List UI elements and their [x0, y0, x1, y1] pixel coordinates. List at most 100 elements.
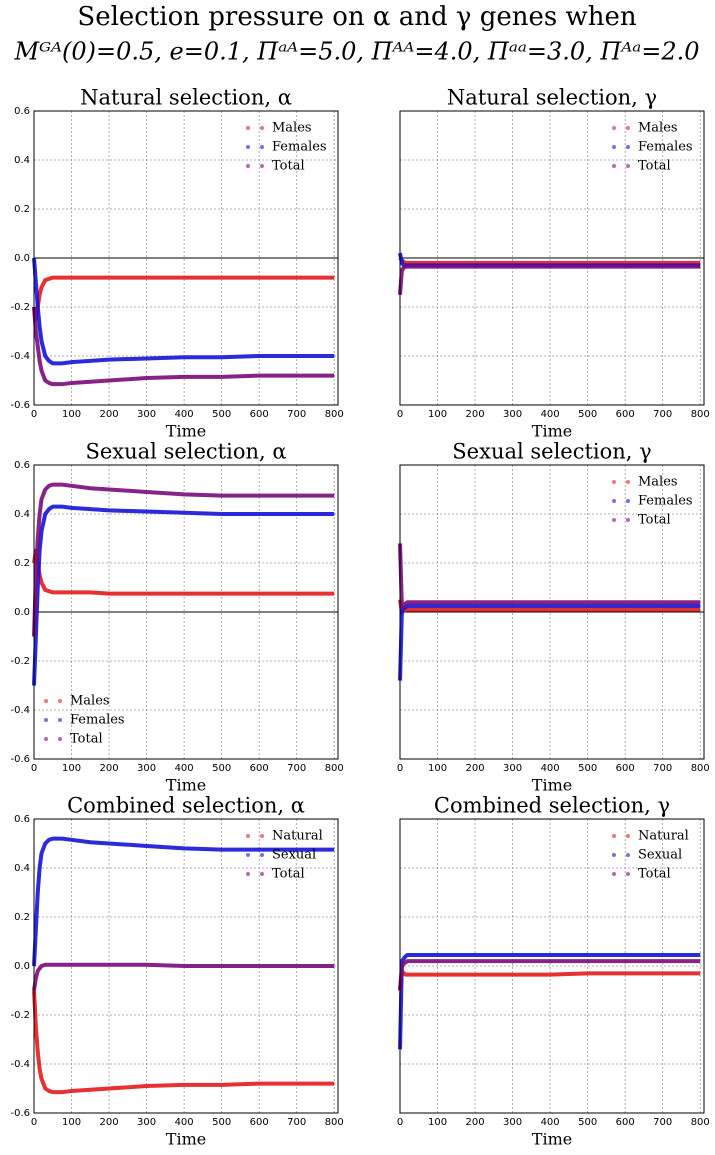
y-tick-label: 0.6 [14, 460, 30, 471]
y-tick-label: -0.2 [10, 1010, 30, 1021]
subplot-title: Sexual selection, γ [452, 440, 651, 464]
legend-marker [626, 145, 630, 149]
y-tick-label: 0.4 [14, 155, 30, 166]
legend-marker [626, 872, 630, 876]
legend-label: Total [70, 732, 103, 747]
series-line [32, 306, 335, 387]
x-tick-label: 800 [325, 763, 344, 774]
series-line [398, 256, 701, 265]
plot-frame [399, 464, 705, 760]
x-tick-label: 600 [250, 763, 269, 774]
legend-marker [612, 164, 616, 168]
subplot: Combined selection, α Time 0 100 200 300 400 50… [10, 794, 343, 1149]
x-axis-label: Time [532, 422, 572, 441]
x-tick-label: 0 [31, 409, 37, 420]
plot-frame [33, 110, 339, 406]
x-tick-label: 800 [691, 763, 710, 774]
x-tick-label: 600 [616, 763, 635, 774]
x-tick-label: 600 [250, 1117, 269, 1128]
legend-marker [612, 853, 616, 857]
legend-marker [44, 718, 48, 722]
series-line [32, 836, 335, 967]
legend-marker [612, 518, 616, 522]
legend-marker [626, 853, 630, 857]
legend-label: Males [70, 694, 110, 709]
y-tick-label: 0.2 [14, 558, 30, 569]
legend-label: Natural [638, 829, 689, 844]
legend-marker [246, 872, 250, 876]
y-tick-label: -0.2 [10, 302, 30, 313]
x-tick-label: 200 [466, 763, 485, 774]
legend-marker [626, 518, 630, 522]
x-tick-label: 600 [616, 409, 635, 420]
y-tick-label: -0.4 [10, 1059, 30, 1070]
x-axis-label: Time [166, 776, 206, 795]
x-tick-label: 100 [428, 409, 447, 420]
series-line [398, 952, 701, 1050]
x-axis-label: Time [532, 1130, 572, 1149]
x-tick-label: 400 [541, 1117, 560, 1128]
legend-marker [612, 145, 616, 149]
legend-marker [260, 853, 264, 857]
subplot: Combined selection, γ Time 0 100 200 300 400 50… [397, 794, 710, 1149]
legend-marker [626, 834, 630, 838]
x-tick-label: 0 [31, 763, 37, 774]
x-tick-label: 200 [100, 409, 119, 420]
x-tick-label: 400 [541, 763, 560, 774]
y-tick-label: 0.6 [14, 106, 30, 117]
y-tick-label: -0.6 [10, 400, 30, 411]
legend-marker [246, 126, 250, 130]
legend-marker [260, 164, 264, 168]
legend-marker [246, 164, 250, 168]
y-tick-label: -0.4 [10, 351, 30, 362]
legend-label: Total [272, 159, 305, 174]
series-line [32, 962, 335, 991]
x-tick-label: 600 [250, 409, 269, 420]
y-tick-label: 0.0 [14, 253, 30, 264]
legend-marker [246, 145, 250, 149]
legend-marker [612, 499, 616, 503]
series-line [398, 968, 701, 991]
y-tick-label: 0.4 [14, 509, 30, 520]
x-tick-label: 0 [397, 763, 403, 774]
y-tick-label: 0.6 [14, 814, 30, 825]
legend-marker [44, 737, 48, 741]
subplot-title: Natural selection, α [80, 86, 292, 110]
subplot: Sexual selection, γ Time 0 100 200 300 400 500 6… [397, 440, 710, 795]
legend-label: Females [70, 713, 125, 728]
legend-marker [246, 853, 250, 857]
legend-marker [260, 834, 264, 838]
x-tick-label: 400 [175, 763, 194, 774]
legend-marker [612, 126, 616, 130]
legend-marker [612, 872, 616, 876]
y-tick-label: -0.6 [10, 754, 30, 765]
x-tick-label: 700 [653, 409, 672, 420]
y-tick-label: 0.0 [14, 961, 30, 972]
x-tick-label: 300 [137, 409, 156, 420]
series-line [32, 257, 335, 366]
series-line [32, 990, 335, 1095]
subplot-title: Combined selection, γ [434, 794, 670, 818]
x-tick-label: 400 [175, 409, 194, 420]
x-axis-label: Time [166, 1130, 206, 1149]
x-tick-label: 700 [653, 763, 672, 774]
x-tick-label: 400 [175, 1117, 194, 1128]
x-tick-label: 0 [397, 409, 403, 420]
series-line [398, 959, 701, 991]
series-line [398, 543, 701, 610]
x-tick-label: 200 [466, 1117, 485, 1128]
x-tick-label: 300 [503, 1117, 522, 1128]
y-tick-label: 0.4 [14, 863, 30, 874]
subplot: Sexual selection, α Time 0 100 200 300 400 500 6… [10, 440, 343, 795]
legend-marker [246, 834, 250, 838]
y-tick-label: -0.4 [10, 705, 30, 716]
x-axis-label: Time [166, 422, 206, 441]
legend-marker [626, 164, 630, 168]
legend-label: Sexual [272, 848, 316, 863]
y-tick-label: 0.2 [14, 912, 30, 923]
x-tick-label: 200 [100, 1117, 119, 1128]
x-tick-label: 300 [503, 409, 522, 420]
series-line [32, 504, 335, 686]
subplot: Natural selection, α Time 0 100 200 300 400 500… [10, 86, 343, 441]
subplot-title: Natural selection, γ [447, 86, 657, 110]
